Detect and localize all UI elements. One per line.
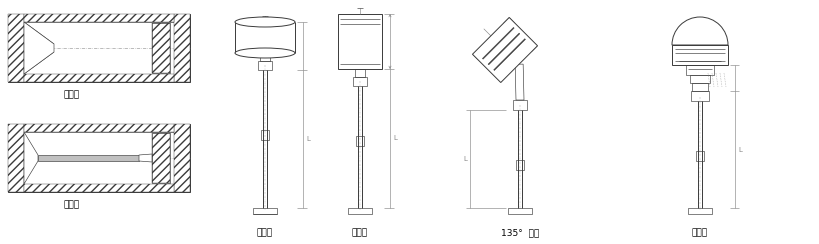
- Text: 径向型: 径向型: [352, 228, 368, 237]
- Bar: [8, 124, 24, 192]
- Bar: [38, 155, 139, 161]
- Bar: [338, 14, 382, 69]
- FancyBboxPatch shape: [494, 39, 526, 71]
- Wedge shape: [672, 17, 728, 45]
- Ellipse shape: [235, 17, 295, 27]
- Bar: [258, 61, 272, 70]
- Text: L: L: [463, 156, 467, 162]
- Text: 抽芯式: 抽芯式: [64, 200, 80, 209]
- Bar: [353, 77, 367, 86]
- Bar: [24, 184, 174, 192]
- Bar: [348, 208, 372, 214]
- Bar: [24, 14, 174, 22]
- Ellipse shape: [244, 19, 286, 25]
- Bar: [8, 14, 24, 82]
- Bar: [152, 23, 170, 73]
- Bar: [508, 208, 532, 214]
- Text: L: L: [306, 136, 310, 142]
- Polygon shape: [515, 64, 524, 100]
- Bar: [24, 74, 174, 82]
- FancyBboxPatch shape: [482, 27, 514, 59]
- Bar: [691, 91, 709, 101]
- Bar: [516, 160, 524, 170]
- Bar: [174, 124, 190, 192]
- Bar: [260, 53, 270, 61]
- Text: 轴向型: 轴向型: [257, 228, 273, 237]
- Polygon shape: [139, 154, 152, 162]
- Text: 一体式: 一体式: [64, 90, 80, 99]
- Bar: [24, 132, 174, 184]
- Bar: [261, 130, 269, 140]
- Bar: [688, 208, 712, 214]
- FancyBboxPatch shape: [473, 18, 537, 82]
- Bar: [513, 100, 527, 110]
- Bar: [174, 14, 190, 82]
- Bar: [356, 136, 364, 146]
- Bar: [696, 151, 704, 161]
- Bar: [253, 208, 277, 214]
- FancyBboxPatch shape: [488, 33, 520, 65]
- Bar: [152, 133, 170, 183]
- Bar: [692, 83, 708, 91]
- Text: L: L: [393, 135, 397, 142]
- Bar: [686, 65, 714, 75]
- Bar: [690, 75, 710, 83]
- Text: 135°  向型: 135° 向型: [501, 228, 539, 237]
- Bar: [8, 124, 190, 192]
- Polygon shape: [24, 132, 38, 184]
- Bar: [8, 14, 190, 82]
- Text: 万向型: 万向型: [692, 228, 708, 237]
- Polygon shape: [24, 22, 54, 74]
- Bar: [672, 45, 728, 65]
- Bar: [152, 23, 170, 73]
- Text: L: L: [738, 146, 742, 152]
- Bar: [355, 69, 365, 77]
- Bar: [24, 124, 174, 132]
- Bar: [24, 22, 174, 74]
- Ellipse shape: [235, 48, 295, 58]
- Bar: [152, 133, 170, 183]
